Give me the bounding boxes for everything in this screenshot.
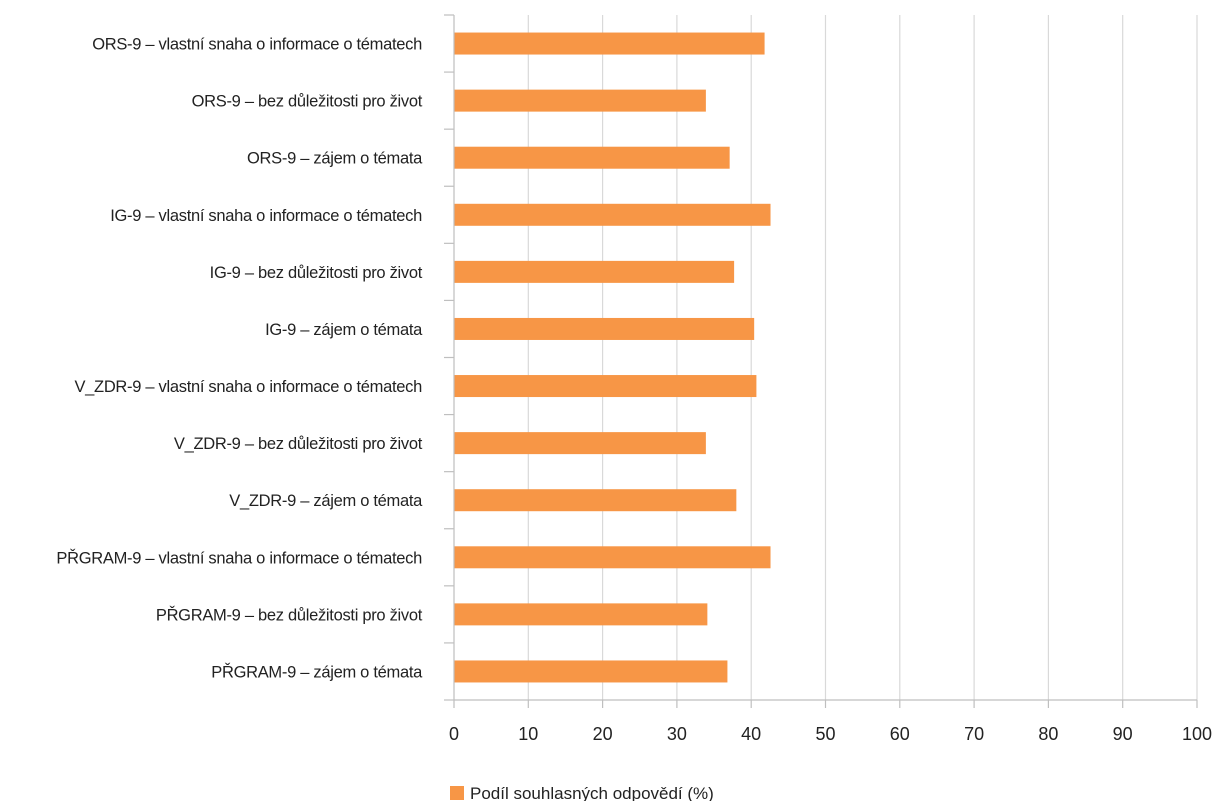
category-label: ORS-9 – bez důležitosti pro život — [192, 93, 423, 111]
legend-swatch — [450, 786, 464, 800]
bar — [454, 660, 728, 683]
bar — [454, 89, 706, 112]
x-tick-label: 60 — [890, 724, 910, 744]
category-label: V_ZDR-9 – bez důležitosti pro život — [174, 435, 423, 453]
category-label: IG-9 – vlastní snaha o informace o témat… — [110, 207, 422, 225]
x-tick-label: 70 — [964, 724, 984, 744]
bar — [454, 432, 706, 455]
bar — [454, 146, 730, 169]
x-tick-label: 10 — [518, 724, 538, 744]
bar — [454, 32, 765, 55]
x-tick-label: 40 — [741, 724, 761, 744]
category-label: PŘGRAM-9 – vlastní snaha o informace o t… — [56, 548, 422, 567]
bar — [454, 375, 757, 398]
y-axis — [444, 14, 455, 701]
category-label: V_ZDR-9 – vlastní snaha o informace o té… — [74, 378, 422, 396]
x-tick-label: 50 — [815, 724, 835, 744]
x-tick-label: 30 — [667, 724, 687, 744]
category-label: PŘGRAM-9 – bez důležitosti pro život — [156, 605, 423, 624]
bars — [454, 32, 771, 683]
category-label: IG-9 – bez důležitosti pro život — [210, 264, 423, 282]
x-tick-label: 0 — [449, 724, 459, 744]
bar — [454, 546, 771, 569]
bar — [454, 317, 755, 340]
bar — [454, 260, 735, 283]
x-tick-label: 20 — [593, 724, 613, 744]
x-tick-label: 90 — [1113, 724, 1133, 744]
x-tick-labels: 0 10 20 30 40 50 60 70 80 90 100 — [449, 724, 1212, 744]
x-axis — [453, 699, 1198, 708]
category-label: PŘGRAM-9 – zájem o témata — [211, 662, 423, 681]
bar — [454, 203, 771, 226]
x-tick-label: 100 — [1182, 724, 1212, 744]
legend-label: Podíl souhlasných odpovědí (%) — [470, 784, 714, 801]
legend: Podíl souhlasných odpovědí (%) — [450, 784, 714, 801]
category-label: ORS-9 – vlastní snaha o informace o téma… — [92, 36, 422, 54]
category-label: ORS-9 – zájem o témata — [247, 150, 423, 168]
category-labels: ORS-9 – vlastní snaha o informace o téma… — [56, 36, 423, 682]
grid-lines — [527, 15, 1198, 700]
bar — [454, 489, 737, 512]
bar — [454, 603, 708, 626]
x-tick-label: 80 — [1038, 724, 1058, 744]
category-label: V_ZDR-9 – zájem o témata — [229, 492, 423, 510]
category-label: IG-9 – zájem o témata — [265, 321, 423, 339]
